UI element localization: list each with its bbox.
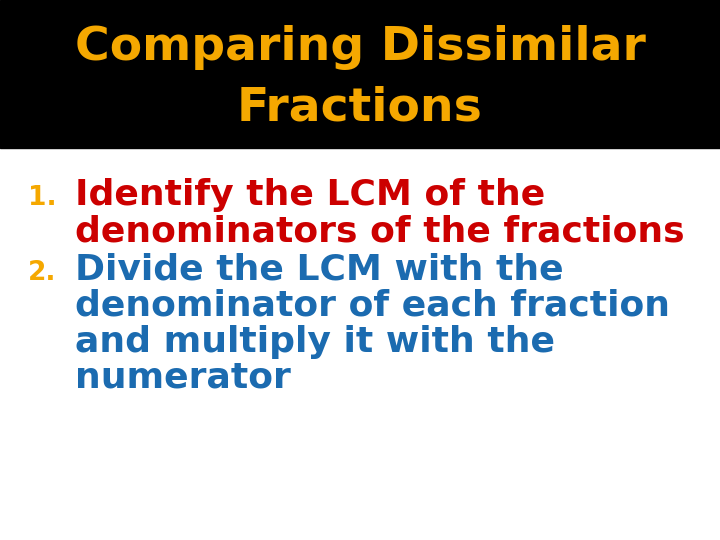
- Text: and multiply it with the: and multiply it with the: [75, 325, 555, 359]
- Text: denominators of the fractions: denominators of the fractions: [75, 214, 685, 248]
- Text: Comparing Dissimilar: Comparing Dissimilar: [75, 25, 645, 71]
- Text: Fractions: Fractions: [237, 85, 483, 131]
- Text: Identify the LCM of the: Identify the LCM of the: [75, 178, 545, 212]
- Text: 2.: 2.: [28, 260, 56, 286]
- Text: 1.: 1.: [28, 185, 57, 211]
- Text: denominator of each fraction: denominator of each fraction: [75, 289, 670, 323]
- Text: Divide the LCM with the: Divide the LCM with the: [75, 253, 564, 287]
- Text: numerator: numerator: [75, 361, 291, 395]
- Bar: [0, 0, 720, 148]
